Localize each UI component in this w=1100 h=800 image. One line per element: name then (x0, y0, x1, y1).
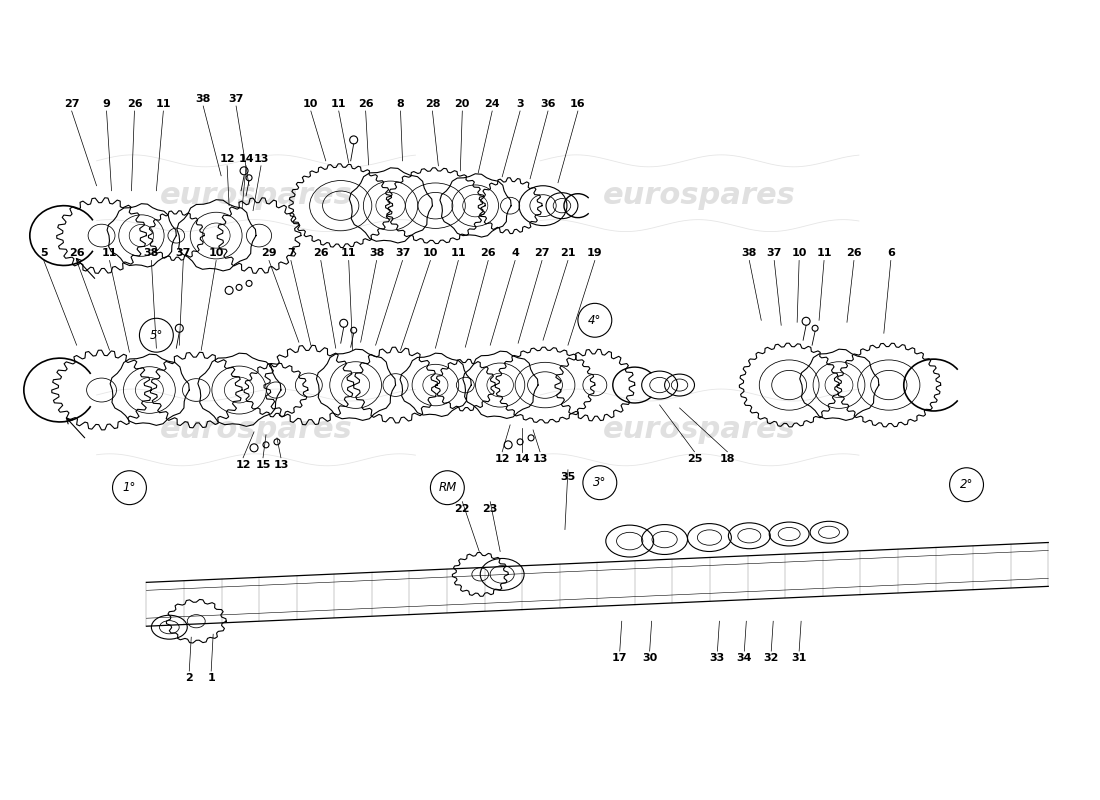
Text: 6: 6 (887, 249, 894, 258)
Text: 19: 19 (587, 249, 603, 258)
Text: 17: 17 (612, 653, 627, 663)
Text: 26: 26 (314, 249, 329, 258)
Text: 5: 5 (40, 249, 47, 258)
Text: 11: 11 (155, 99, 172, 109)
Text: 29: 29 (261, 249, 277, 258)
Text: 11: 11 (102, 249, 118, 258)
Text: 7: 7 (287, 249, 295, 258)
Text: 4°: 4° (588, 314, 602, 326)
Text: 26: 26 (846, 249, 861, 258)
Text: 1°: 1° (123, 481, 136, 494)
Text: 11: 11 (331, 99, 346, 109)
Text: 2: 2 (186, 673, 194, 683)
Text: 23: 23 (483, 504, 498, 514)
Text: 13: 13 (253, 154, 268, 164)
Text: 13: 13 (273, 460, 288, 470)
Text: 21: 21 (560, 249, 575, 258)
Text: 27: 27 (64, 99, 79, 109)
Text: 22: 22 (454, 504, 470, 514)
Text: 34: 34 (737, 653, 752, 663)
Text: 3: 3 (516, 99, 524, 109)
Text: 26: 26 (481, 249, 496, 258)
Text: 13: 13 (532, 454, 548, 464)
Text: 37: 37 (176, 249, 191, 258)
Text: 37: 37 (767, 249, 782, 258)
Text: eurospares: eurospares (603, 415, 796, 444)
Text: 27: 27 (535, 249, 550, 258)
Text: 11: 11 (341, 249, 356, 258)
Text: 1: 1 (207, 673, 216, 683)
Text: 36: 36 (540, 99, 556, 109)
Text: 28: 28 (425, 99, 440, 109)
Text: eurospares: eurospares (603, 182, 796, 210)
Text: 20: 20 (454, 99, 470, 109)
Text: eurospares: eurospares (160, 415, 352, 444)
Text: 33: 33 (710, 653, 725, 663)
Text: 32: 32 (763, 653, 779, 663)
Text: 15: 15 (255, 460, 271, 470)
Text: 38: 38 (144, 249, 159, 258)
Text: 38: 38 (741, 249, 757, 258)
Text: 10: 10 (304, 99, 319, 109)
Text: 16: 16 (570, 99, 585, 109)
Text: 12: 12 (235, 460, 251, 470)
Text: 9: 9 (102, 99, 110, 109)
Text: 10: 10 (791, 249, 806, 258)
Text: 38: 38 (368, 249, 384, 258)
Text: 37: 37 (229, 94, 244, 104)
Text: 11: 11 (451, 249, 466, 258)
Text: 26: 26 (69, 249, 85, 258)
Text: 24: 24 (484, 99, 500, 109)
Text: 35: 35 (560, 472, 575, 482)
Text: 26: 26 (358, 99, 374, 109)
Text: 10: 10 (209, 249, 224, 258)
Text: 37: 37 (395, 249, 410, 258)
Text: 11: 11 (816, 249, 832, 258)
Text: eurospares: eurospares (160, 182, 352, 210)
Text: 4: 4 (512, 249, 519, 258)
Text: 26: 26 (126, 99, 142, 109)
Text: 30: 30 (642, 653, 658, 663)
Text: 12: 12 (494, 454, 510, 464)
Text: 8: 8 (397, 99, 405, 109)
Text: 2°: 2° (960, 478, 974, 491)
Text: 38: 38 (196, 94, 211, 104)
Text: 18: 18 (719, 454, 735, 464)
Text: 14: 14 (515, 454, 530, 464)
Text: 14: 14 (239, 154, 254, 164)
Text: 10: 10 (422, 249, 438, 258)
Text: 3°: 3° (593, 476, 606, 490)
Text: 5°: 5° (150, 329, 163, 342)
Text: 25: 25 (686, 454, 702, 464)
Text: 31: 31 (791, 653, 806, 663)
Text: 12: 12 (219, 154, 235, 164)
Text: RM: RM (438, 481, 456, 494)
